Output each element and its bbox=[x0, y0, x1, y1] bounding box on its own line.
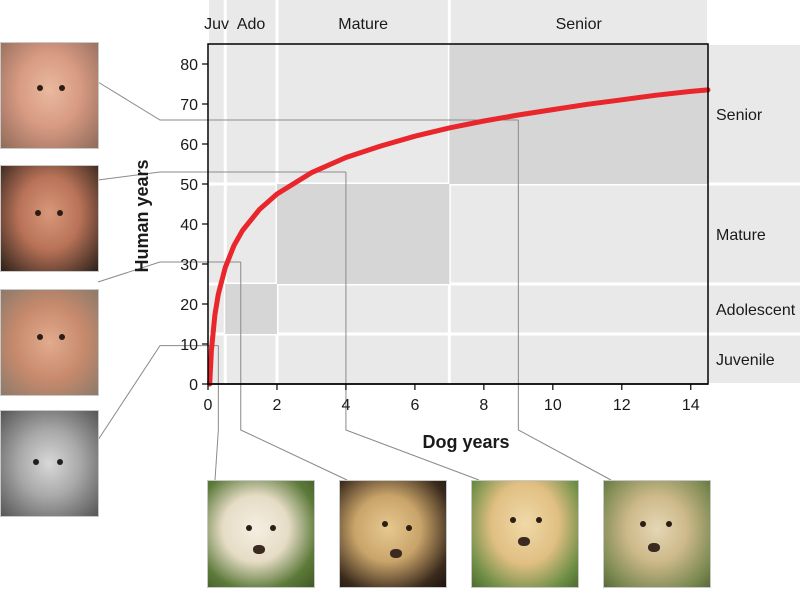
y-tick-label: 70 bbox=[180, 97, 198, 114]
photo-eye bbox=[57, 459, 63, 465]
photo-nose bbox=[518, 537, 530, 546]
photo-dog-senior bbox=[603, 480, 711, 588]
photo-eye bbox=[406, 525, 412, 531]
x-tick-label: 14 bbox=[682, 397, 700, 414]
dog-stage-label: Ado bbox=[237, 16, 266, 33]
photo-human-mature bbox=[0, 165, 99, 272]
age-curve-line bbox=[207, 87, 711, 387]
y-tick-label: 60 bbox=[180, 137, 198, 154]
x-tick-label: 12 bbox=[613, 397, 631, 414]
human-stage-band bbox=[708, 185, 800, 283]
human-stage-band bbox=[708, 285, 800, 333]
x-tick-label: 6 bbox=[410, 397, 419, 414]
x-tick-label: 0 bbox=[204, 397, 213, 414]
labels: Juv Ado Mature Senior Juvenile Adolescent Matu… bbox=[132, 16, 796, 452]
y-tick-label: 50 bbox=[180, 177, 198, 194]
photo-eye bbox=[37, 85, 43, 91]
stage-highlight-box bbox=[225, 284, 277, 334]
highlight-boxes bbox=[225, 44, 708, 334]
x-axis-label: Dog years bbox=[422, 432, 509, 452]
stage-highlight-box bbox=[449, 44, 708, 184]
photo-eye bbox=[35, 210, 41, 216]
human-stage-band bbox=[708, 335, 800, 383]
x-tick-label: 10 bbox=[544, 397, 562, 414]
y-tick-label: 10 bbox=[180, 337, 198, 354]
photo-eye bbox=[382, 521, 388, 527]
dog-stage-label: Juv bbox=[204, 16, 229, 33]
y-axis-label: Human years bbox=[132, 159, 152, 272]
photo-eye bbox=[536, 517, 542, 523]
photo-human-senior bbox=[0, 42, 99, 149]
human-stage-label: Senior bbox=[716, 107, 763, 124]
photo-nose bbox=[648, 543, 660, 552]
guide-to-dog-photo bbox=[214, 345, 219, 481]
photo-eye bbox=[57, 210, 63, 216]
photo-eye bbox=[33, 459, 39, 465]
photo-eye bbox=[59, 334, 65, 340]
y-tick-label: 30 bbox=[180, 257, 198, 274]
photo-eye bbox=[640, 521, 646, 527]
guide-lines bbox=[97, 81, 612, 481]
human-stage-label: Mature bbox=[716, 227, 766, 244]
guide-to-human-photo bbox=[97, 345, 219, 441]
photo-nose bbox=[390, 549, 402, 558]
human-stage-label: Juvenile bbox=[716, 352, 775, 369]
guide-to-dog-photo bbox=[240, 262, 348, 481]
guide-to-dog-photo bbox=[345, 172, 480, 481]
photo-dog-juvenile bbox=[207, 480, 315, 588]
x-tick-label: 8 bbox=[479, 397, 488, 414]
axes: 0 10 20 30 40 50 60 70 80 0 2 4 6 8 10 12 14 bbox=[180, 43, 709, 414]
photo-eye bbox=[59, 85, 65, 91]
x-tick-label: 2 bbox=[273, 397, 282, 414]
guide-to-human-photo bbox=[97, 171, 346, 181]
age-curve bbox=[207, 87, 711, 387]
dog-stage-label: Mature bbox=[338, 16, 388, 33]
y-tick-label: 0 bbox=[189, 377, 198, 394]
human-stage-label: Adolescent bbox=[716, 302, 796, 319]
photo-eye bbox=[270, 525, 276, 531]
photo-human-adolescent bbox=[0, 289, 99, 396]
photo-human-juvenile bbox=[0, 410, 99, 517]
human-stage-band bbox=[708, 45, 800, 183]
stage-highlight-box bbox=[276, 184, 450, 284]
photo-dog-mature bbox=[471, 480, 579, 588]
photo-dog-adolescent bbox=[339, 480, 447, 588]
photo-eye bbox=[246, 525, 252, 531]
guide-to-dog-photo bbox=[517, 120, 612, 481]
guide-to-human-photo bbox=[97, 261, 241, 283]
photo-eye bbox=[37, 334, 43, 340]
guide-to-human-photo bbox=[97, 81, 519, 121]
y-tick-label: 80 bbox=[180, 57, 198, 74]
y-tick-label: 40 bbox=[180, 217, 198, 234]
photo-eye bbox=[666, 521, 672, 527]
x-tick-label: 4 bbox=[341, 397, 350, 414]
dog-stage-label: Senior bbox=[556, 16, 603, 33]
photo-nose bbox=[253, 545, 265, 554]
y-tick-label: 20 bbox=[180, 297, 198, 314]
photo-eye bbox=[510, 517, 516, 523]
